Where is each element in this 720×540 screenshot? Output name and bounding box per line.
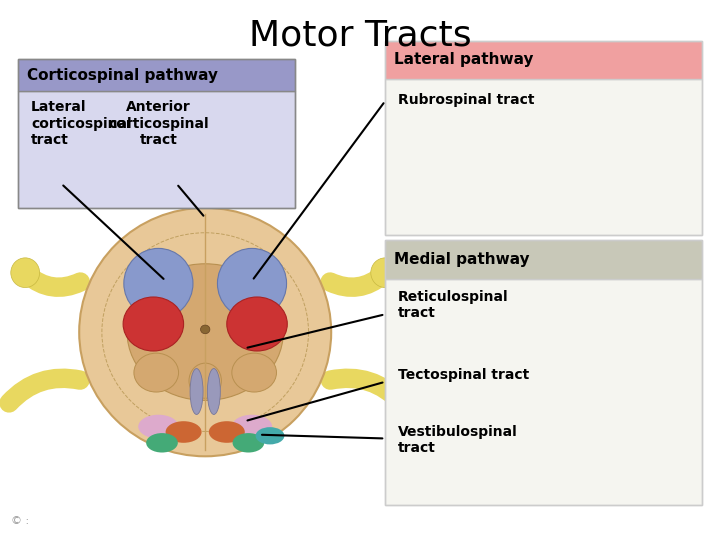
FancyBboxPatch shape: [18, 91, 295, 208]
Text: Reticulospinal
tract: Reticulospinal tract: [398, 290, 509, 320]
Ellipse shape: [232, 353, 276, 392]
Ellipse shape: [123, 297, 184, 351]
Ellipse shape: [232, 415, 272, 438]
Ellipse shape: [134, 353, 179, 392]
FancyBboxPatch shape: [18, 59, 295, 91]
Ellipse shape: [124, 248, 193, 319]
Text: Lateral pathway: Lateral pathway: [394, 52, 534, 68]
Ellipse shape: [217, 248, 287, 319]
FancyArrowPatch shape: [330, 274, 383, 287]
FancyBboxPatch shape: [385, 240, 702, 279]
Ellipse shape: [233, 433, 264, 453]
Ellipse shape: [227, 297, 287, 351]
Text: Tectospinal tract: Tectospinal tract: [398, 368, 529, 382]
Ellipse shape: [207, 368, 220, 415]
Ellipse shape: [226, 265, 264, 307]
FancyArrowPatch shape: [27, 274, 81, 287]
Ellipse shape: [209, 421, 245, 443]
Text: Medial pathway: Medial pathway: [394, 252, 529, 267]
Ellipse shape: [146, 433, 178, 453]
Text: Corticospinal pathway: Corticospinal pathway: [27, 68, 217, 83]
Ellipse shape: [147, 265, 184, 307]
FancyBboxPatch shape: [385, 40, 702, 79]
Ellipse shape: [200, 325, 210, 334]
Text: © :: © :: [11, 516, 29, 526]
Text: Rubrospinal tract: Rubrospinal tract: [398, 93, 535, 107]
FancyBboxPatch shape: [385, 79, 702, 235]
Ellipse shape: [166, 421, 202, 443]
Ellipse shape: [11, 258, 40, 287]
Text: Vestibulospinal
tract: Vestibulospinal tract: [398, 425, 518, 455]
Ellipse shape: [138, 415, 179, 438]
Ellipse shape: [79, 208, 331, 456]
Text: Anterior
corticospinal
tract: Anterior corticospinal tract: [108, 100, 209, 147]
Ellipse shape: [190, 368, 203, 415]
FancyBboxPatch shape: [385, 279, 702, 505]
Ellipse shape: [189, 363, 222, 399]
Text: Lateral
corticospinal
tract: Lateral corticospinal tract: [31, 100, 132, 147]
FancyArrowPatch shape: [330, 378, 401, 403]
Ellipse shape: [371, 258, 400, 287]
Ellipse shape: [256, 427, 284, 444]
FancyArrowPatch shape: [9, 378, 80, 403]
Ellipse shape: [127, 264, 284, 401]
Text: Motor Tracts: Motor Tracts: [248, 19, 472, 53]
